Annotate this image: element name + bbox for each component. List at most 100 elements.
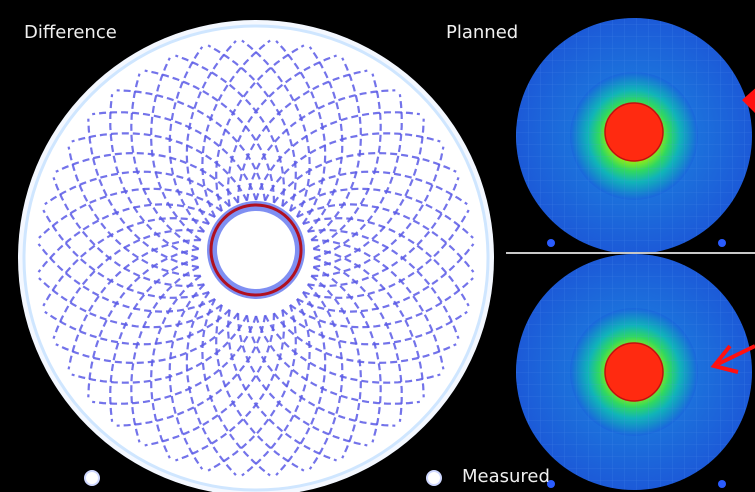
measured-hotspot (604, 342, 664, 402)
marker-dot (718, 239, 726, 247)
marker-dot (718, 480, 726, 488)
pattern-stroke (109, 256, 199, 422)
pattern-stroke (215, 304, 305, 472)
pattern-stroke (254, 315, 420, 405)
pattern-stroke (312, 73, 382, 250)
pattern-stroke (175, 54, 285, 207)
pattern-stroke (130, 266, 200, 443)
pattern-stroke (307, 229, 460, 339)
pattern-stroke (144, 313, 275, 447)
pattern-stroke (227, 309, 337, 462)
pattern-stroke (311, 146, 445, 277)
pattern-stroke (201, 39, 271, 218)
difference-label: Difference (24, 22, 117, 43)
pattern-stroke (71, 314, 248, 384)
pattern-stroke (44, 170, 231, 208)
pattern-stroke (116, 315, 267, 427)
pattern-stroke (38, 277, 223, 329)
pattern-stroke (116, 89, 267, 201)
pattern-stroke (201, 298, 271, 477)
pattern-stroke (168, 283, 206, 470)
pattern-stroke (44, 308, 231, 346)
marker-dot (426, 470, 442, 486)
difference-pattern (37, 39, 475, 477)
pattern-stroke (312, 266, 382, 443)
planned-hotspot (604, 102, 664, 162)
pattern-stroke (175, 309, 285, 462)
pattern-stroke (310, 57, 363, 241)
marker-dot (547, 480, 555, 488)
pattern-stroke (237, 69, 368, 203)
marker-dot (84, 470, 100, 486)
pattern-stroke (92, 315, 258, 405)
pattern-stroke (296, 203, 475, 273)
pattern-stroke (275, 40, 327, 225)
pattern-stroke (109, 94, 199, 260)
measured-panel (516, 254, 755, 490)
pattern-stroke (254, 111, 420, 201)
measured-label: Measured (462, 466, 550, 487)
pattern-stroke (130, 73, 200, 250)
pattern-stroke (67, 239, 201, 370)
pattern-stroke (144, 69, 275, 203)
pattern-stroke (313, 94, 403, 260)
pattern-stroke (227, 54, 337, 207)
pattern-stroke (87, 118, 199, 269)
pattern-stroke (264, 314, 441, 384)
planned-panel (516, 18, 755, 254)
pattern-stroke (215, 44, 305, 212)
pattern-stroke (185, 291, 237, 476)
pattern-stroke (245, 89, 396, 201)
pattern-stroke (52, 229, 205, 339)
pattern-stroke (42, 209, 210, 299)
pattern-stroke (289, 187, 474, 239)
pattern-stroke (281, 170, 468, 208)
marker-dot (547, 239, 555, 247)
pattern-stroke (55, 312, 239, 365)
pattern-stroke (306, 46, 344, 233)
pattern-stroke (245, 315, 396, 427)
pattern-stroke (55, 151, 239, 204)
pattern-stroke (37, 203, 216, 273)
planned-label: Planned (446, 22, 519, 43)
pattern-stroke (92, 111, 258, 201)
pattern-stroke (311, 239, 445, 370)
pattern-stroke (37, 243, 216, 313)
pattern-stroke (67, 146, 201, 277)
arrow-icon (742, 88, 755, 113)
isodose-ring (209, 203, 303, 297)
pattern-stroke (306, 283, 344, 470)
pattern-stroke (71, 132, 248, 202)
pattern-stroke (275, 291, 327, 476)
pattern-stroke (168, 46, 206, 233)
pattern-stroke (38, 187, 223, 239)
pattern-stroke (237, 313, 368, 447)
pattern-stroke (273, 151, 457, 204)
pattern-stroke (281, 308, 468, 346)
pattern-stroke (42, 217, 210, 307)
pattern-stroke (185, 40, 237, 225)
arrow-icon (710, 344, 755, 374)
pattern-stroke (313, 118, 425, 269)
pattern-stroke (313, 256, 403, 422)
pattern-stroke (149, 275, 202, 459)
pattern-stroke (296, 243, 475, 313)
pattern-stroke (87, 247, 199, 398)
pattern-stroke (302, 209, 470, 299)
pattern-stroke (241, 39, 311, 218)
pattern-stroke (289, 277, 474, 329)
difference-panel (18, 20, 494, 492)
pattern-stroke (307, 177, 460, 287)
pattern-stroke (313, 247, 425, 398)
pattern-stroke (302, 217, 470, 307)
pattern-stroke (149, 57, 202, 241)
pattern-stroke (207, 304, 297, 472)
pattern-stroke (241, 298, 311, 477)
pattern-stroke (52, 177, 205, 287)
pattern-stroke (207, 44, 297, 212)
pattern-stroke (273, 312, 457, 365)
pattern-stroke (264, 132, 441, 202)
pattern-stroke (310, 275, 363, 459)
